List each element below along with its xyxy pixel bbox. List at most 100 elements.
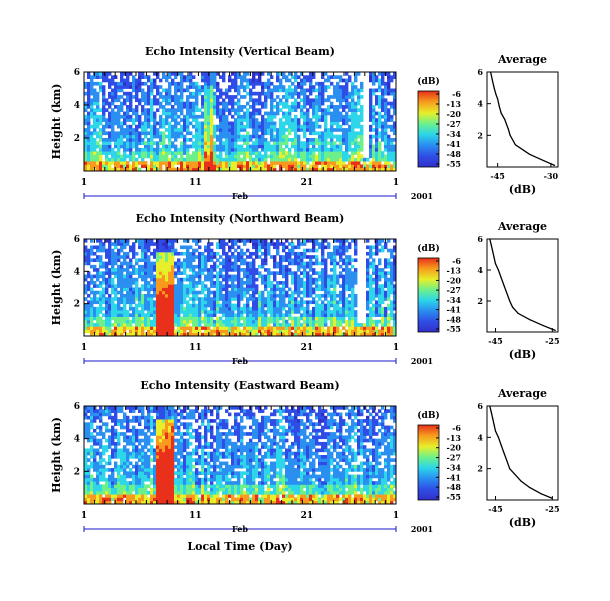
heatmap-cell bbox=[204, 75, 208, 79]
heatmap-cell bbox=[273, 303, 277, 308]
heatmap-cell bbox=[147, 248, 151, 253]
heatmap-cell bbox=[345, 274, 349, 279]
heatmap-cell bbox=[108, 323, 112, 327]
heatmap-cell bbox=[195, 242, 199, 246]
heatmap-cell bbox=[105, 281, 109, 285]
heatmap-cell bbox=[204, 98, 208, 103]
heatmap-cell bbox=[180, 95, 184, 99]
heatmap-cell bbox=[279, 287, 283, 292]
heatmap-cell bbox=[291, 157, 295, 162]
heatmap-cell bbox=[270, 242, 274, 246]
heatmap-cell bbox=[234, 258, 238, 263]
heatmap-cell bbox=[381, 131, 385, 136]
heatmap-cell bbox=[291, 141, 295, 145]
heatmap-cell bbox=[261, 154, 265, 159]
heatmap-cell bbox=[252, 167, 256, 172]
heatmap-cell bbox=[219, 131, 223, 136]
heatmap-cell bbox=[249, 316, 253, 321]
heatmap-cell bbox=[297, 261, 301, 266]
heatmap-cell bbox=[210, 167, 214, 172]
heatmap-cell bbox=[291, 300, 295, 305]
heatmap-cell bbox=[105, 154, 109, 159]
heatmap-cell bbox=[393, 264, 397, 269]
heatmap-cell bbox=[279, 261, 283, 266]
heatmap-cell bbox=[315, 88, 319, 93]
heatmap-cell bbox=[189, 114, 193, 119]
heatmap-cell bbox=[231, 108, 235, 112]
heatmap-cell bbox=[213, 111, 217, 116]
heatmap-cell bbox=[126, 261, 130, 266]
heatmap-cell bbox=[249, 323, 253, 327]
heatmap-cell bbox=[87, 91, 91, 96]
heatmap-cell bbox=[138, 147, 142, 152]
heatmap-cell bbox=[378, 147, 382, 152]
heatmap-cell bbox=[117, 81, 121, 86]
heatmap-cell bbox=[357, 131, 361, 136]
heatmap-cell bbox=[309, 261, 313, 266]
heatmap-cell bbox=[105, 78, 109, 83]
heatmap-cell bbox=[114, 284, 118, 288]
heatmap-cell bbox=[204, 310, 208, 314]
heatmap-cell bbox=[90, 88, 94, 93]
heatmap-cell bbox=[231, 128, 235, 132]
heatmap-cell bbox=[177, 121, 181, 126]
heatmap-cell bbox=[375, 332, 379, 337]
heatmap-cell bbox=[180, 98, 184, 103]
heatmap-cell bbox=[213, 264, 217, 269]
heatmap-cell bbox=[195, 124, 199, 129]
heatmap-cell bbox=[123, 258, 127, 263]
heatmap-cell bbox=[216, 242, 220, 246]
heatmap-cell bbox=[267, 306, 271, 311]
heatmap-cell bbox=[84, 161, 88, 165]
heatmap-cell bbox=[393, 151, 397, 155]
heatmap-cell bbox=[168, 101, 172, 106]
heatmap-cell bbox=[165, 313, 169, 317]
heatmap-cell bbox=[114, 268, 118, 272]
heatmap-cell bbox=[183, 78, 187, 83]
heatmap-cell bbox=[222, 326, 226, 330]
heatmap-cell bbox=[114, 121, 118, 126]
heatmap-cell bbox=[294, 326, 298, 330]
heatmap-cell bbox=[291, 164, 295, 169]
heatmap-cell bbox=[303, 75, 307, 79]
heatmap-cell bbox=[120, 271, 124, 275]
heatmap-cell bbox=[105, 316, 109, 321]
heatmap-cell bbox=[261, 329, 265, 334]
heatmap-cell bbox=[279, 88, 283, 93]
heatmap-cell bbox=[342, 98, 346, 103]
heatmap-cell bbox=[291, 154, 295, 159]
heatmap-cell bbox=[189, 313, 193, 317]
heatmap-cell bbox=[312, 319, 316, 324]
heatmap-cell bbox=[147, 95, 151, 99]
heatmap-cell bbox=[111, 281, 115, 285]
heatmap-cell bbox=[288, 303, 292, 308]
heatmap-cell bbox=[321, 75, 325, 79]
heatmap-cell bbox=[171, 303, 175, 308]
heatmap-cell bbox=[210, 251, 214, 256]
heatmap-cell bbox=[168, 284, 172, 288]
heatmap-cell bbox=[390, 157, 394, 162]
heatmap-cell bbox=[132, 134, 136, 139]
heatmap-cell bbox=[135, 297, 139, 301]
heatmap-cell bbox=[336, 147, 340, 152]
heatmap-cell bbox=[369, 310, 373, 314]
heatmap-cell bbox=[153, 164, 157, 169]
heatmap-cell bbox=[387, 284, 391, 288]
heatmap-cell bbox=[144, 306, 148, 311]
heatmap-cell bbox=[372, 268, 376, 272]
heatmap-cell bbox=[318, 131, 322, 136]
heatmap-cell bbox=[300, 264, 304, 269]
heatmap-cell bbox=[228, 264, 232, 269]
heatmap-cell bbox=[99, 121, 103, 126]
heatmap-cell bbox=[141, 319, 145, 324]
heatmap-cell bbox=[306, 88, 310, 93]
heatmap-cell bbox=[324, 98, 328, 103]
heatmap-cell bbox=[240, 284, 244, 288]
heatmap-cell bbox=[105, 264, 109, 269]
heatmap-cell bbox=[273, 157, 277, 162]
heatmap-cell bbox=[111, 98, 115, 103]
heatmap-cell bbox=[177, 277, 181, 282]
heatmap-cell bbox=[351, 332, 355, 337]
heatmap-cell bbox=[171, 281, 175, 285]
heatmap-cell bbox=[204, 316, 208, 321]
